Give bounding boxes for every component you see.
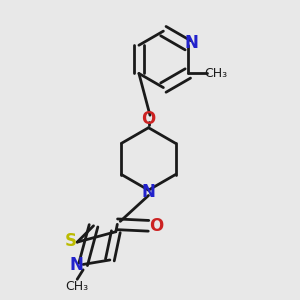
Text: N: N [70,256,83,274]
Text: CH₃: CH₃ [204,67,227,80]
Text: O: O [149,217,163,235]
Text: O: O [141,110,156,128]
Text: N: N [142,183,155,201]
Text: CH₃: CH₃ [66,280,89,293]
Text: S: S [64,232,76,250]
Text: N: N [184,34,198,52]
